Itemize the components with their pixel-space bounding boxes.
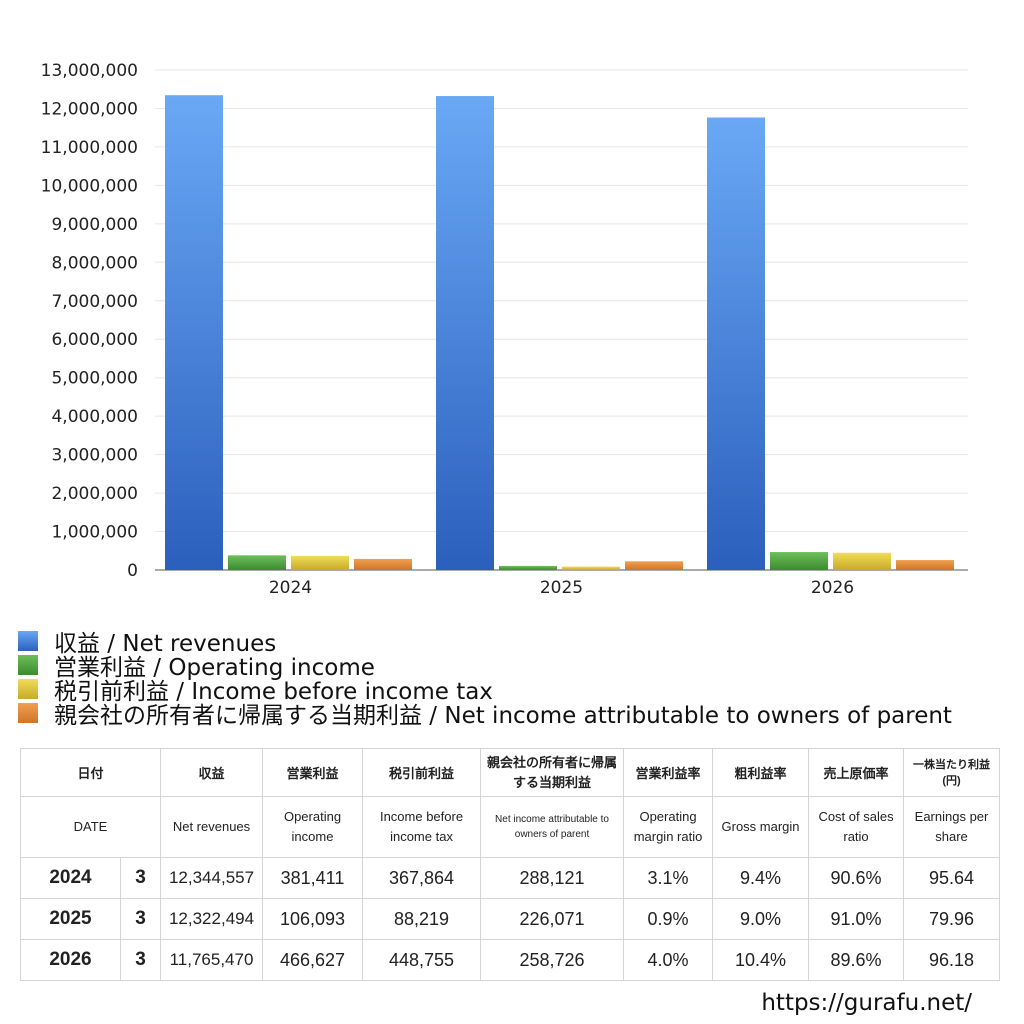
y-tick-label: 9,000,000 <box>51 215 138 235</box>
y-tick-label: 6,000,000 <box>51 330 138 350</box>
legend-item-income-before-tax: 税引前利益 / Income before income tax <box>18 677 952 705</box>
y-tick-label: 0 <box>127 561 138 581</box>
row-op-margin: 4.0% <box>623 939 714 981</box>
legend-label: 親会社の所有者に帰属する当期利益 / Net income attributab… <box>54 703 952 729</box>
row-op-margin: 0.9% <box>623 898 714 940</box>
y-tick-label: 8,000,000 <box>51 253 138 273</box>
row-revenue: 12,322,494 <box>160 898 264 940</box>
header-op-margin-en: Operating margin ratio <box>623 796 714 858</box>
header-op-income-en: Operating income <box>262 796 364 858</box>
header-gross-margin-en: Gross margin <box>712 796 810 858</box>
y-tick-label: 1,000,000 <box>51 523 138 543</box>
row-gross-margin: 9.4% <box>712 857 810 899</box>
header-cost-ratio-ja: 売上原価率 <box>808 748 905 797</box>
header-eps-en: Earnings per share <box>903 796 1001 858</box>
legend-label: 収益 / Net revenues <box>54 631 277 657</box>
y-tick-label: 13,000,000 <box>41 61 138 81</box>
row-eps: 95.64 <box>903 857 1001 899</box>
y-tick-label: 7,000,000 <box>51 292 138 312</box>
row-net-income: 288,121 <box>480 857 625 899</box>
row-pretax: 448,755 <box>362 939 482 981</box>
row-cost-ratio: 89.6% <box>808 939 905 981</box>
table-row: 2025 3 12,322,494 106,093 88,219 226,071… <box>20 898 1001 940</box>
row-year: 2026 <box>20 939 121 981</box>
header-net-income-en: Net income attributable to owners of par… <box>480 796 625 858</box>
legend-label: 営業利益 / Operating income <box>54 655 375 681</box>
legend-label: 税引前利益 / Income before income tax <box>54 679 493 705</box>
header-net-income-ja: 親会社の所有者に帰属する当期利益 <box>480 748 625 797</box>
legend-item-net-income: 親会社の所有者に帰属する当期利益 / Net income attributab… <box>18 701 952 729</box>
bar-2025-series-1 <box>499 565 557 570</box>
row-gross-margin: 9.0% <box>712 898 810 940</box>
legend-swatch-orange <box>18 703 38 723</box>
header-date-ja: 日付 <box>19 748 162 797</box>
bar-2026-series-2 <box>833 552 891 570</box>
header-pretax-ja: 税引前利益 <box>362 748 482 797</box>
header-cost-ratio-en: Cost of sales ratio <box>808 796 905 858</box>
row-pretax: 367,864 <box>362 857 482 899</box>
table-header-ja: 日付 収益 営業利益 税引前利益 親会社の所有者に帰属する当期利益 営業利益率 … <box>19 748 1001 797</box>
header-eps-ja: 一株当たり利益(円) <box>903 748 1001 797</box>
bar-2025-series-0 <box>436 96 494 570</box>
bar-2026-series-3 <box>896 560 954 570</box>
row-net-income: 258,726 <box>480 939 625 981</box>
y-tick-label: 2,000,000 <box>51 484 138 504</box>
row-year: 2024 <box>20 857 121 899</box>
financial-table: 日付 収益 営業利益 税引前利益 親会社の所有者に帰属する当期利益 営業利益率 … <box>19 748 1001 981</box>
row-op-income: 466,627 <box>262 939 364 981</box>
bar-2024-series-3 <box>354 558 412 570</box>
footer-url: https://gurafu.net/ <box>761 990 972 1016</box>
legend-item-operating-income: 営業利益 / Operating income <box>18 653 952 681</box>
header-date-en: DATE <box>19 796 162 858</box>
legend-item-net-revenues: 収益 / Net revenues <box>18 629 952 657</box>
header-op-income-ja: 営業利益 <box>262 748 364 797</box>
chart-legend: 収益 / Net revenues 営業利益 / Operating incom… <box>18 629 952 729</box>
row-month: 3 <box>119 857 162 899</box>
bar-2026-series-0 <box>707 117 765 570</box>
x-tick-label: 2026 <box>811 578 854 598</box>
table-header-en: DATE Net revenues Operating income Incom… <box>19 796 1001 858</box>
bar-2025-series-3 <box>625 561 683 570</box>
row-op-income: 381,411 <box>262 857 364 899</box>
header-revenue-ja: 収益 <box>160 748 264 797</box>
header-pretax-en: Income before income tax <box>362 796 482 858</box>
row-revenue: 12,344,557 <box>160 857 264 899</box>
header-gross-margin-ja: 粗利益率 <box>712 748 810 797</box>
bar-2024-series-1 <box>228 555 286 570</box>
y-tick-label: 4,000,000 <box>51 407 138 427</box>
table-row: 2026 3 11,765,470 466,627 448,755 258,72… <box>20 939 1001 981</box>
row-op-margin: 3.1% <box>623 857 714 899</box>
row-pretax: 88,219 <box>362 898 482 940</box>
row-year: 2025 <box>20 898 121 940</box>
y-tick-label: 10,000,000 <box>41 176 138 196</box>
x-tick-label: 2024 <box>269 578 312 598</box>
header-revenue-en: Net revenues <box>160 796 264 858</box>
legend-swatch-yellow <box>18 679 38 699</box>
row-cost-ratio: 90.6% <box>808 857 905 899</box>
row-eps: 79.96 <box>903 898 1001 940</box>
row-op-income: 106,093 <box>262 898 364 940</box>
x-tick-label: 2025 <box>540 578 583 598</box>
bar-2025-series-2 <box>562 566 620 570</box>
table-row: 2024 3 12,344,557 381,411 367,864 288,12… <box>20 857 1001 899</box>
row-eps: 96.18 <box>903 939 1001 981</box>
legend-swatch-blue <box>18 631 38 651</box>
bar-2024-series-0 <box>165 95 223 570</box>
row-cost-ratio: 91.0% <box>808 898 905 940</box>
y-tick-label: 3,000,000 <box>51 446 138 466</box>
header-op-margin-ja: 営業利益率 <box>623 748 714 797</box>
bar-chart: 0 1,000,000 2,000,000 3,000,000 4,000,000 5,0… <box>41 61 968 598</box>
y-tick-label: 12,000,000 <box>41 99 138 119</box>
y-tick-label: 5,000,000 <box>51 369 138 389</box>
row-revenue: 11,765,470 <box>160 939 264 981</box>
row-month: 3 <box>119 898 162 940</box>
y-tick-label: 11,000,000 <box>41 138 138 158</box>
row-net-income: 226,071 <box>480 898 625 940</box>
row-month: 3 <box>119 939 162 981</box>
row-gross-margin: 10.4% <box>712 939 810 981</box>
bar-2026-series-1 <box>770 552 828 570</box>
bar-2024-series-2 <box>291 555 349 570</box>
legend-swatch-green <box>18 655 38 675</box>
